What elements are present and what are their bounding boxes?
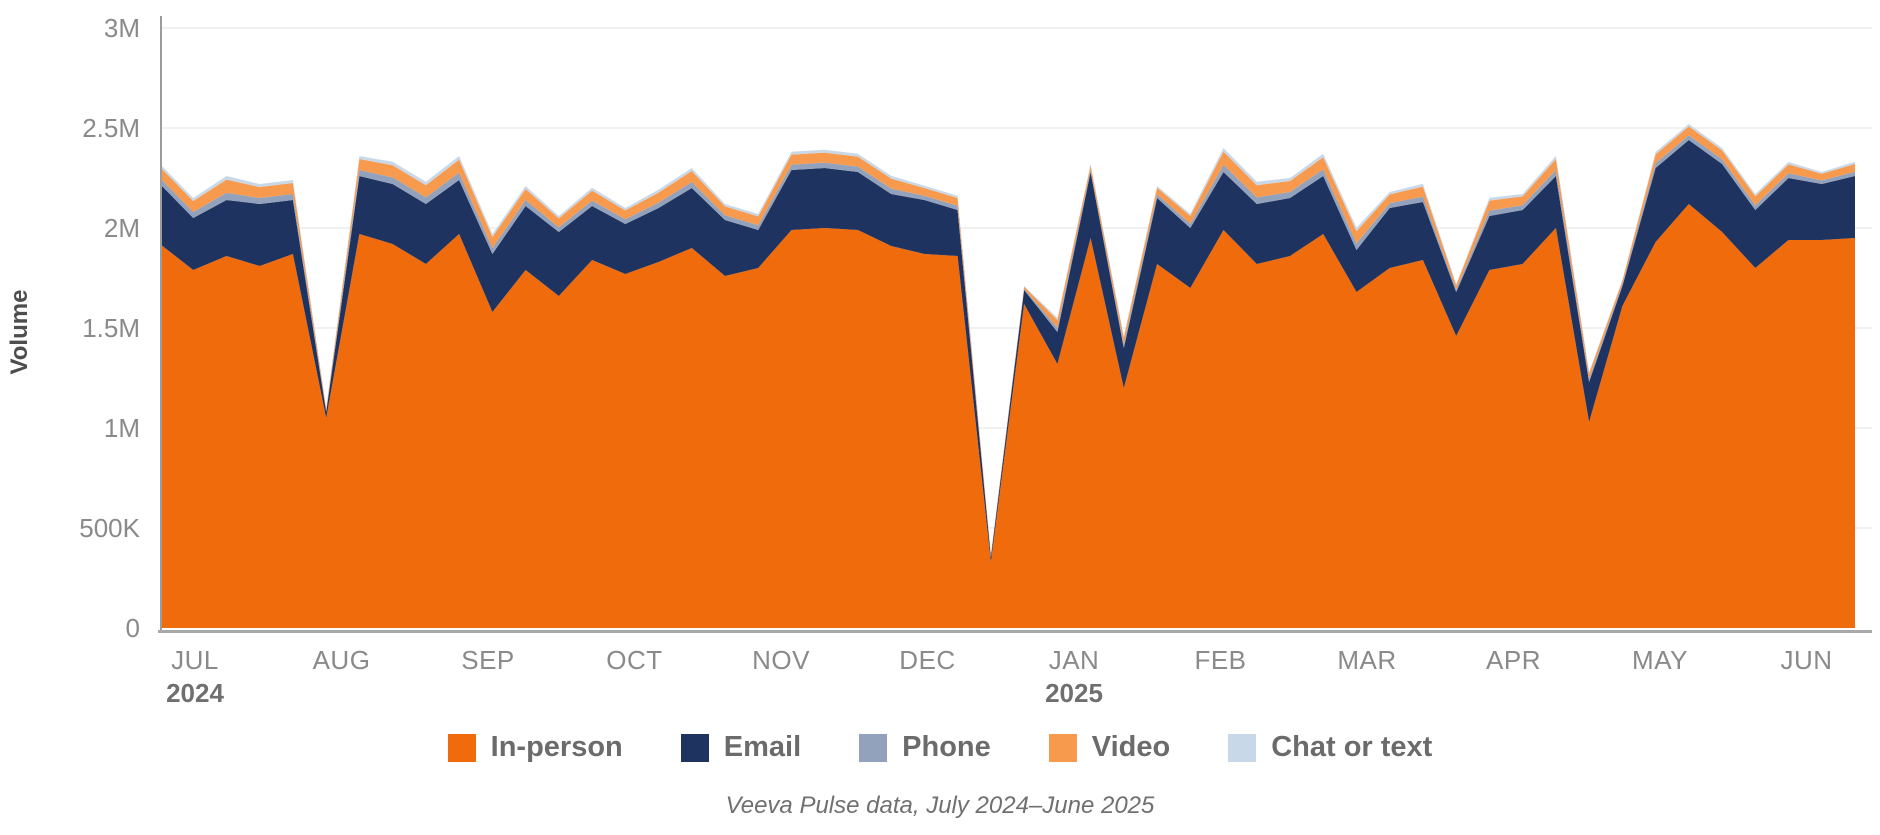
x-tick-label: JUL	[171, 645, 219, 675]
y-tick-label: 2.5M	[82, 113, 140, 143]
legend-item-in-person: In-person	[447, 731, 623, 764]
y-tick-label: 1.5M	[82, 313, 140, 343]
legend-label: Phone	[902, 731, 991, 763]
y-tick-label: 0	[126, 613, 140, 643]
area-series-in-person	[160, 204, 1855, 628]
chart-caption: Veeva Pulse data, July 2024–June 2025	[725, 792, 1155, 819]
x-tick-year-label: 2024	[166, 678, 224, 708]
legend-label: Chat or text	[1271, 731, 1433, 763]
legend-label: In-person	[490, 731, 623, 763]
legend-item-chat-or-text: Chat or text	[1228, 731, 1432, 764]
y-tick-label: 1M	[104, 413, 140, 443]
y-tick-label: 3M	[104, 13, 140, 43]
x-tick-label: DEC	[899, 645, 955, 675]
x-tick-label: SEP	[461, 645, 515, 675]
legend-item-video: Video	[1048, 731, 1171, 764]
x-tick-label: JAN	[1049, 645, 1100, 675]
legend-swatch-video	[1048, 733, 1077, 762]
legend-swatch-email	[680, 733, 709, 762]
legend-item-phone: Phone	[859, 731, 991, 764]
axes	[158, 16, 1872, 633]
x-tick-year-label: 2025	[1045, 678, 1103, 708]
legend-label: Email	[723, 731, 802, 763]
x-tick-label: FEB	[1194, 645, 1246, 675]
x-tick-label: MAR	[1337, 645, 1396, 675]
legend-item-email: Email	[680, 731, 802, 764]
legend-label: Video	[1091, 731, 1171, 763]
legend-swatch-chat-or-text	[1228, 733, 1257, 762]
legend-swatch-phone	[859, 733, 888, 762]
x-tick-label: JUN	[1780, 645, 1832, 675]
x-tick-label: AUG	[313, 645, 371, 675]
area-series-group	[160, 124, 1855, 628]
area-series-email	[160, 140, 1855, 562]
legend-swatch-in-person	[447, 733, 476, 762]
y-axis-title: Volume	[6, 290, 33, 375]
x-tick-label: NOV	[752, 645, 810, 675]
x-tick-label: OCT	[606, 645, 662, 675]
legend: In-person Email Phone Video Chat or text	[0, 731, 1880, 764]
x-tick-label: APR	[1486, 645, 1541, 675]
x-tick-label: MAY	[1632, 645, 1688, 675]
y-tick-label: 2M	[104, 213, 140, 243]
y-tick-label: 500K	[79, 513, 140, 543]
